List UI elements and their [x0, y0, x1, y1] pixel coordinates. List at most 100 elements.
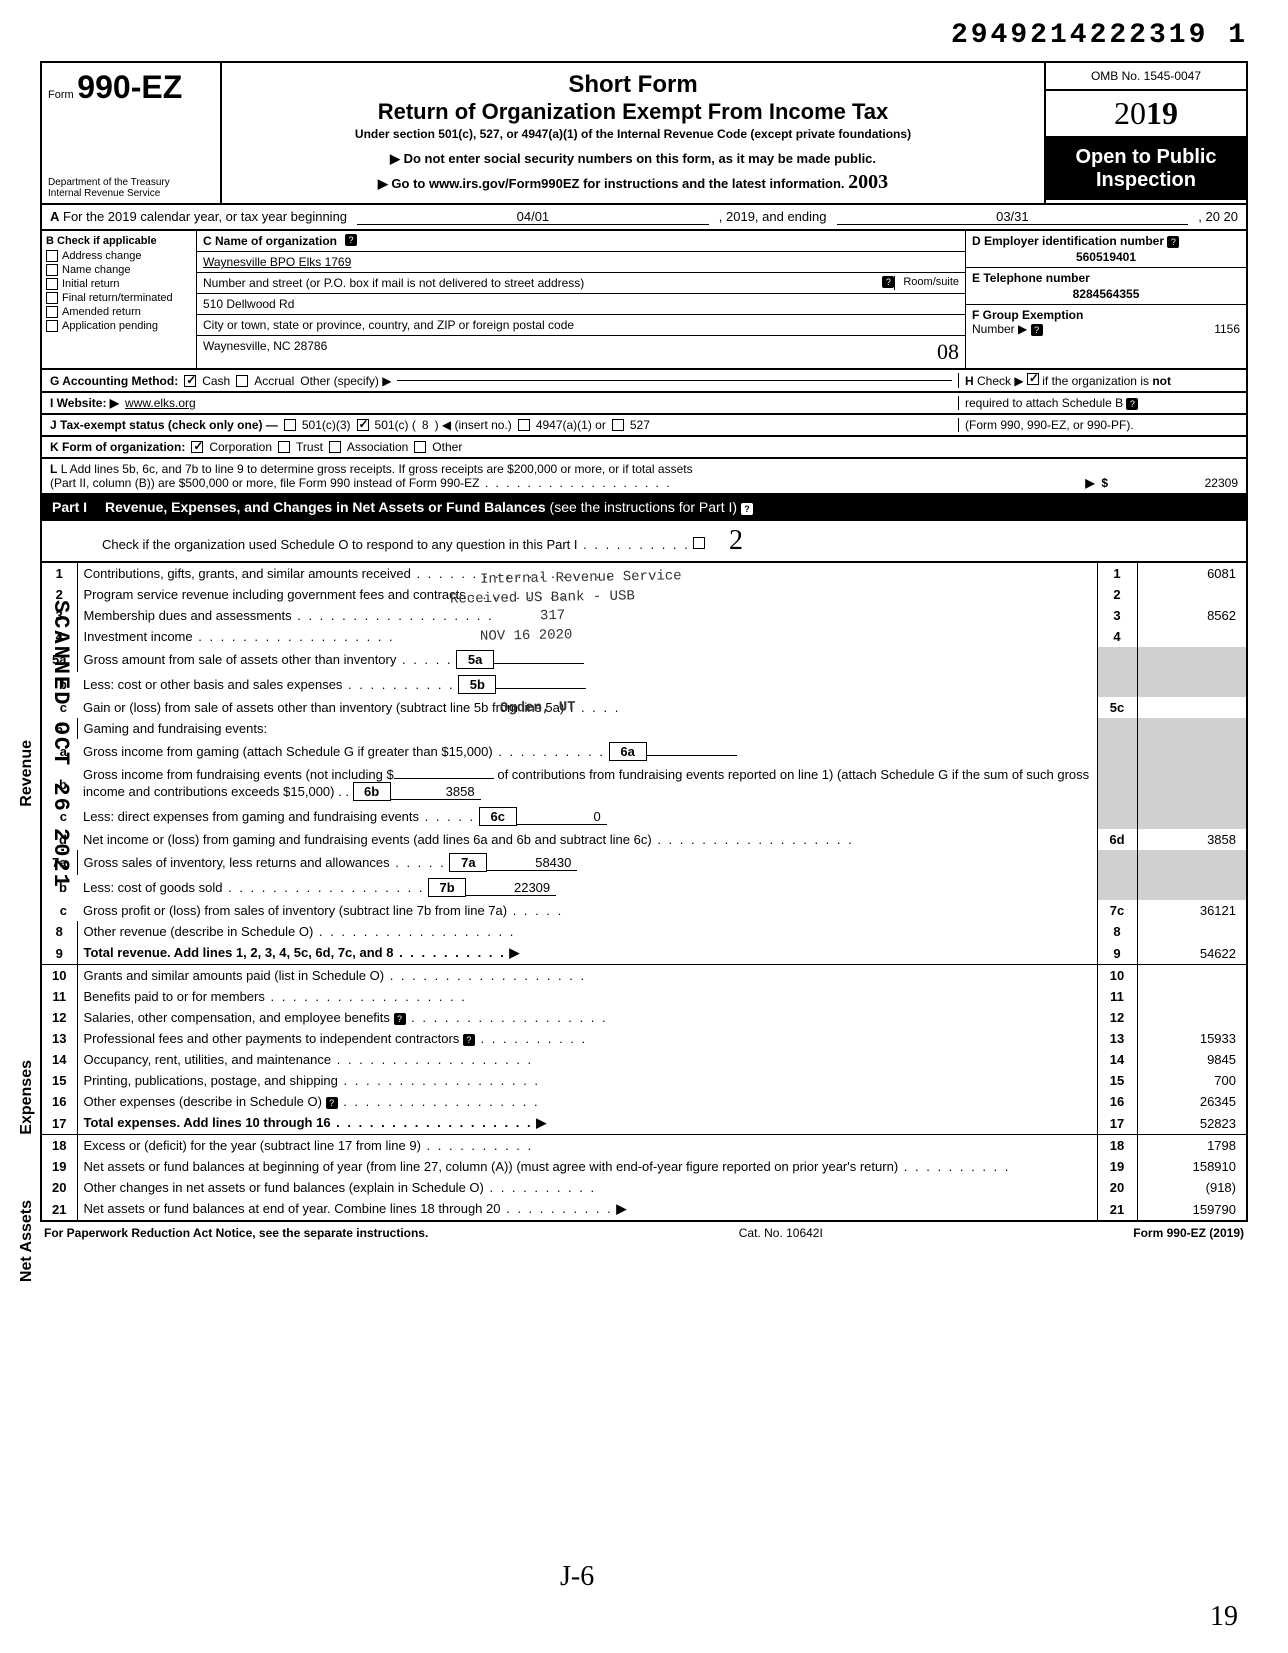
website-note-text: ▶ Go to www.irs.gov/Form990EZ for instru…: [378, 176, 845, 191]
line-6b-ival: 3858: [391, 784, 481, 800]
line-6c-ibox: 6c: [479, 807, 517, 826]
shade: [1097, 718, 1137, 739]
org-name[interactable]: Waynesville BPO Elks 1769: [203, 255, 959, 269]
arrow-icon: ▶: [536, 1115, 546, 1130]
help-icon[interactable]: ?: [345, 234, 357, 246]
shade: [1097, 672, 1137, 697]
line-5a-ibox: 5a: [456, 650, 494, 669]
line-1-num: 1: [41, 563, 77, 584]
cb-association[interactable]: [329, 441, 341, 453]
line-17-box: 17: [1097, 1112, 1137, 1135]
stamp-ogden: Ogden, UT: [500, 699, 576, 716]
cb-4947[interactable]: [518, 419, 530, 431]
row-a-tail: , 20 20: [1198, 209, 1238, 225]
help-icon[interactable]: ?: [394, 1013, 406, 1025]
line-6b-contrib[interactable]: [394, 778, 494, 779]
line-14-val: 9845: [1137, 1049, 1247, 1070]
cb-cash[interactable]: [184, 375, 196, 387]
line-11-box: 11: [1097, 986, 1137, 1007]
line-2-val: [1137, 584, 1247, 605]
row-a-tax-year: A For the 2019 calendar year, or tax yea…: [40, 205, 1248, 231]
cb-application-pending[interactable]: [46, 320, 58, 332]
street-address[interactable]: 510 Dellwood Rd: [203, 297, 959, 311]
part1-check-text: Check if the organization used Schedule …: [102, 537, 690, 552]
line-5c-val: [1137, 697, 1247, 718]
cb-name-change[interactable]: [46, 264, 58, 276]
other-method-input[interactable]: [397, 380, 952, 381]
cb-527[interactable]: [612, 419, 624, 431]
shade: [1097, 764, 1137, 804]
begin-date[interactable]: 04/01: [357, 209, 709, 225]
help-icon[interactable]: ?: [882, 276, 894, 288]
line-6a-desc: Gross income from gaming (attach Schedul…: [83, 744, 605, 759]
help-icon[interactable]: ?: [1167, 236, 1179, 248]
help-icon[interactable]: ?: [463, 1034, 475, 1046]
cb-final-return[interactable]: [46, 292, 58, 304]
arrow-icon: ▶: [509, 945, 519, 960]
open-line2: Inspection: [1096, 169, 1196, 191]
cb-schedule-b[interactable]: [1027, 373, 1039, 385]
line-8-num: 8: [41, 921, 77, 942]
row-j: J Tax-exempt status (check only one) — 5…: [40, 415, 1248, 437]
tax-year: 2019: [1046, 91, 1246, 138]
cb-501c3[interactable]: [284, 419, 296, 431]
cb-corporation[interactable]: [191, 441, 203, 453]
line-18-desc: Excess or (deficit) for the year (subtra…: [84, 1138, 534, 1153]
row-a-text: For the 2019 calendar year, or tax year …: [63, 209, 347, 224]
lbl-initial-return: Initial return: [62, 278, 119, 290]
help-icon[interactable]: ?: [326, 1097, 338, 1109]
line-7b-desc: Less: cost of goods sold: [83, 880, 425, 895]
cb-other-org[interactable]: [414, 441, 426, 453]
form-header: Form 990-EZ Department of the TreasuryIn…: [40, 61, 1248, 205]
cb-address-change[interactable]: [46, 250, 58, 262]
cb-accrual[interactable]: [236, 375, 248, 387]
shade: [1137, 850, 1247, 875]
shade: [1137, 764, 1247, 804]
end-date[interactable]: 03/31: [837, 209, 1189, 225]
lbl-association: Association: [347, 440, 408, 454]
line-12-val: [1137, 1007, 1247, 1028]
line-20-num: 20: [41, 1177, 77, 1198]
ein-value: 560519401: [972, 250, 1240, 264]
line-10-num: 10: [41, 965, 77, 987]
cb-initial-return[interactable]: [46, 278, 58, 290]
cb-amended-return[interactable]: [46, 306, 58, 318]
year-bold: 19: [1146, 95, 1178, 131]
lbl-amended-return: Amended return: [62, 306, 141, 318]
cb-trust[interactable]: [278, 441, 290, 453]
line-15-box: 15: [1097, 1070, 1137, 1091]
line-15-desc: Printing, publications, postage, and shi…: [84, 1073, 540, 1088]
help-icon[interactable]: ?: [1031, 324, 1043, 336]
501c-number[interactable]: 8: [422, 418, 429, 432]
j-label: J Tax-exempt status (check only one) —: [50, 418, 278, 432]
line-7a-ibox: 7a: [449, 853, 487, 872]
form-prefix: Form: [48, 89, 74, 101]
line-18-val: 1798: [1137, 1135, 1247, 1157]
cb-501c[interactable]: [357, 419, 369, 431]
help-icon[interactable]: ?: [1126, 398, 1138, 410]
part1-title: Revenue, Expenses, and Changes in Net As…: [105, 499, 546, 515]
lbl-address-change: Address change: [62, 250, 142, 262]
help-icon[interactable]: ?: [741, 503, 753, 515]
line-12-num: 12: [41, 1007, 77, 1028]
cb-schedule-o[interactable]: [693, 537, 705, 549]
city-state-zip[interactable]: Waynesville, NC 28786: [203, 339, 937, 365]
lbl-insert-no: ) ◀ (insert no.): [435, 418, 512, 432]
header-right: OMB No. 1545-0047 2019 Open to PublicIns…: [1046, 63, 1246, 203]
l-line1: L Add lines 5b, 6c, and 7b to line 9 to …: [61, 462, 693, 476]
hand-annotation-19: 19: [1210, 1601, 1238, 1633]
line-6a-ibox: 6a: [609, 742, 647, 761]
hand-annotation-2003: 2003: [848, 171, 888, 193]
line-5b-desc: Less: cost or other basis and sales expe…: [83, 677, 455, 692]
title-short-form: Short Form: [234, 71, 1032, 99]
line-20-val: (918): [1137, 1177, 1247, 1198]
line-8-desc: Other revenue (describe in Schedule O): [84, 924, 516, 939]
line-11-num: 11: [41, 986, 77, 1007]
line-21-num: 21: [41, 1198, 77, 1221]
row-i: I Website: ▶ www.elks.org required to at…: [40, 393, 1248, 415]
website-value[interactable]: www.elks.org: [125, 396, 952, 410]
lbl-final-return: Final return/terminated: [62, 292, 173, 304]
line-6b-ibox: 6b: [353, 782, 391, 801]
line-17-desc: Total expenses. Add lines 10 through 16: [84, 1115, 533, 1130]
line-1-box: 1: [1097, 563, 1137, 584]
